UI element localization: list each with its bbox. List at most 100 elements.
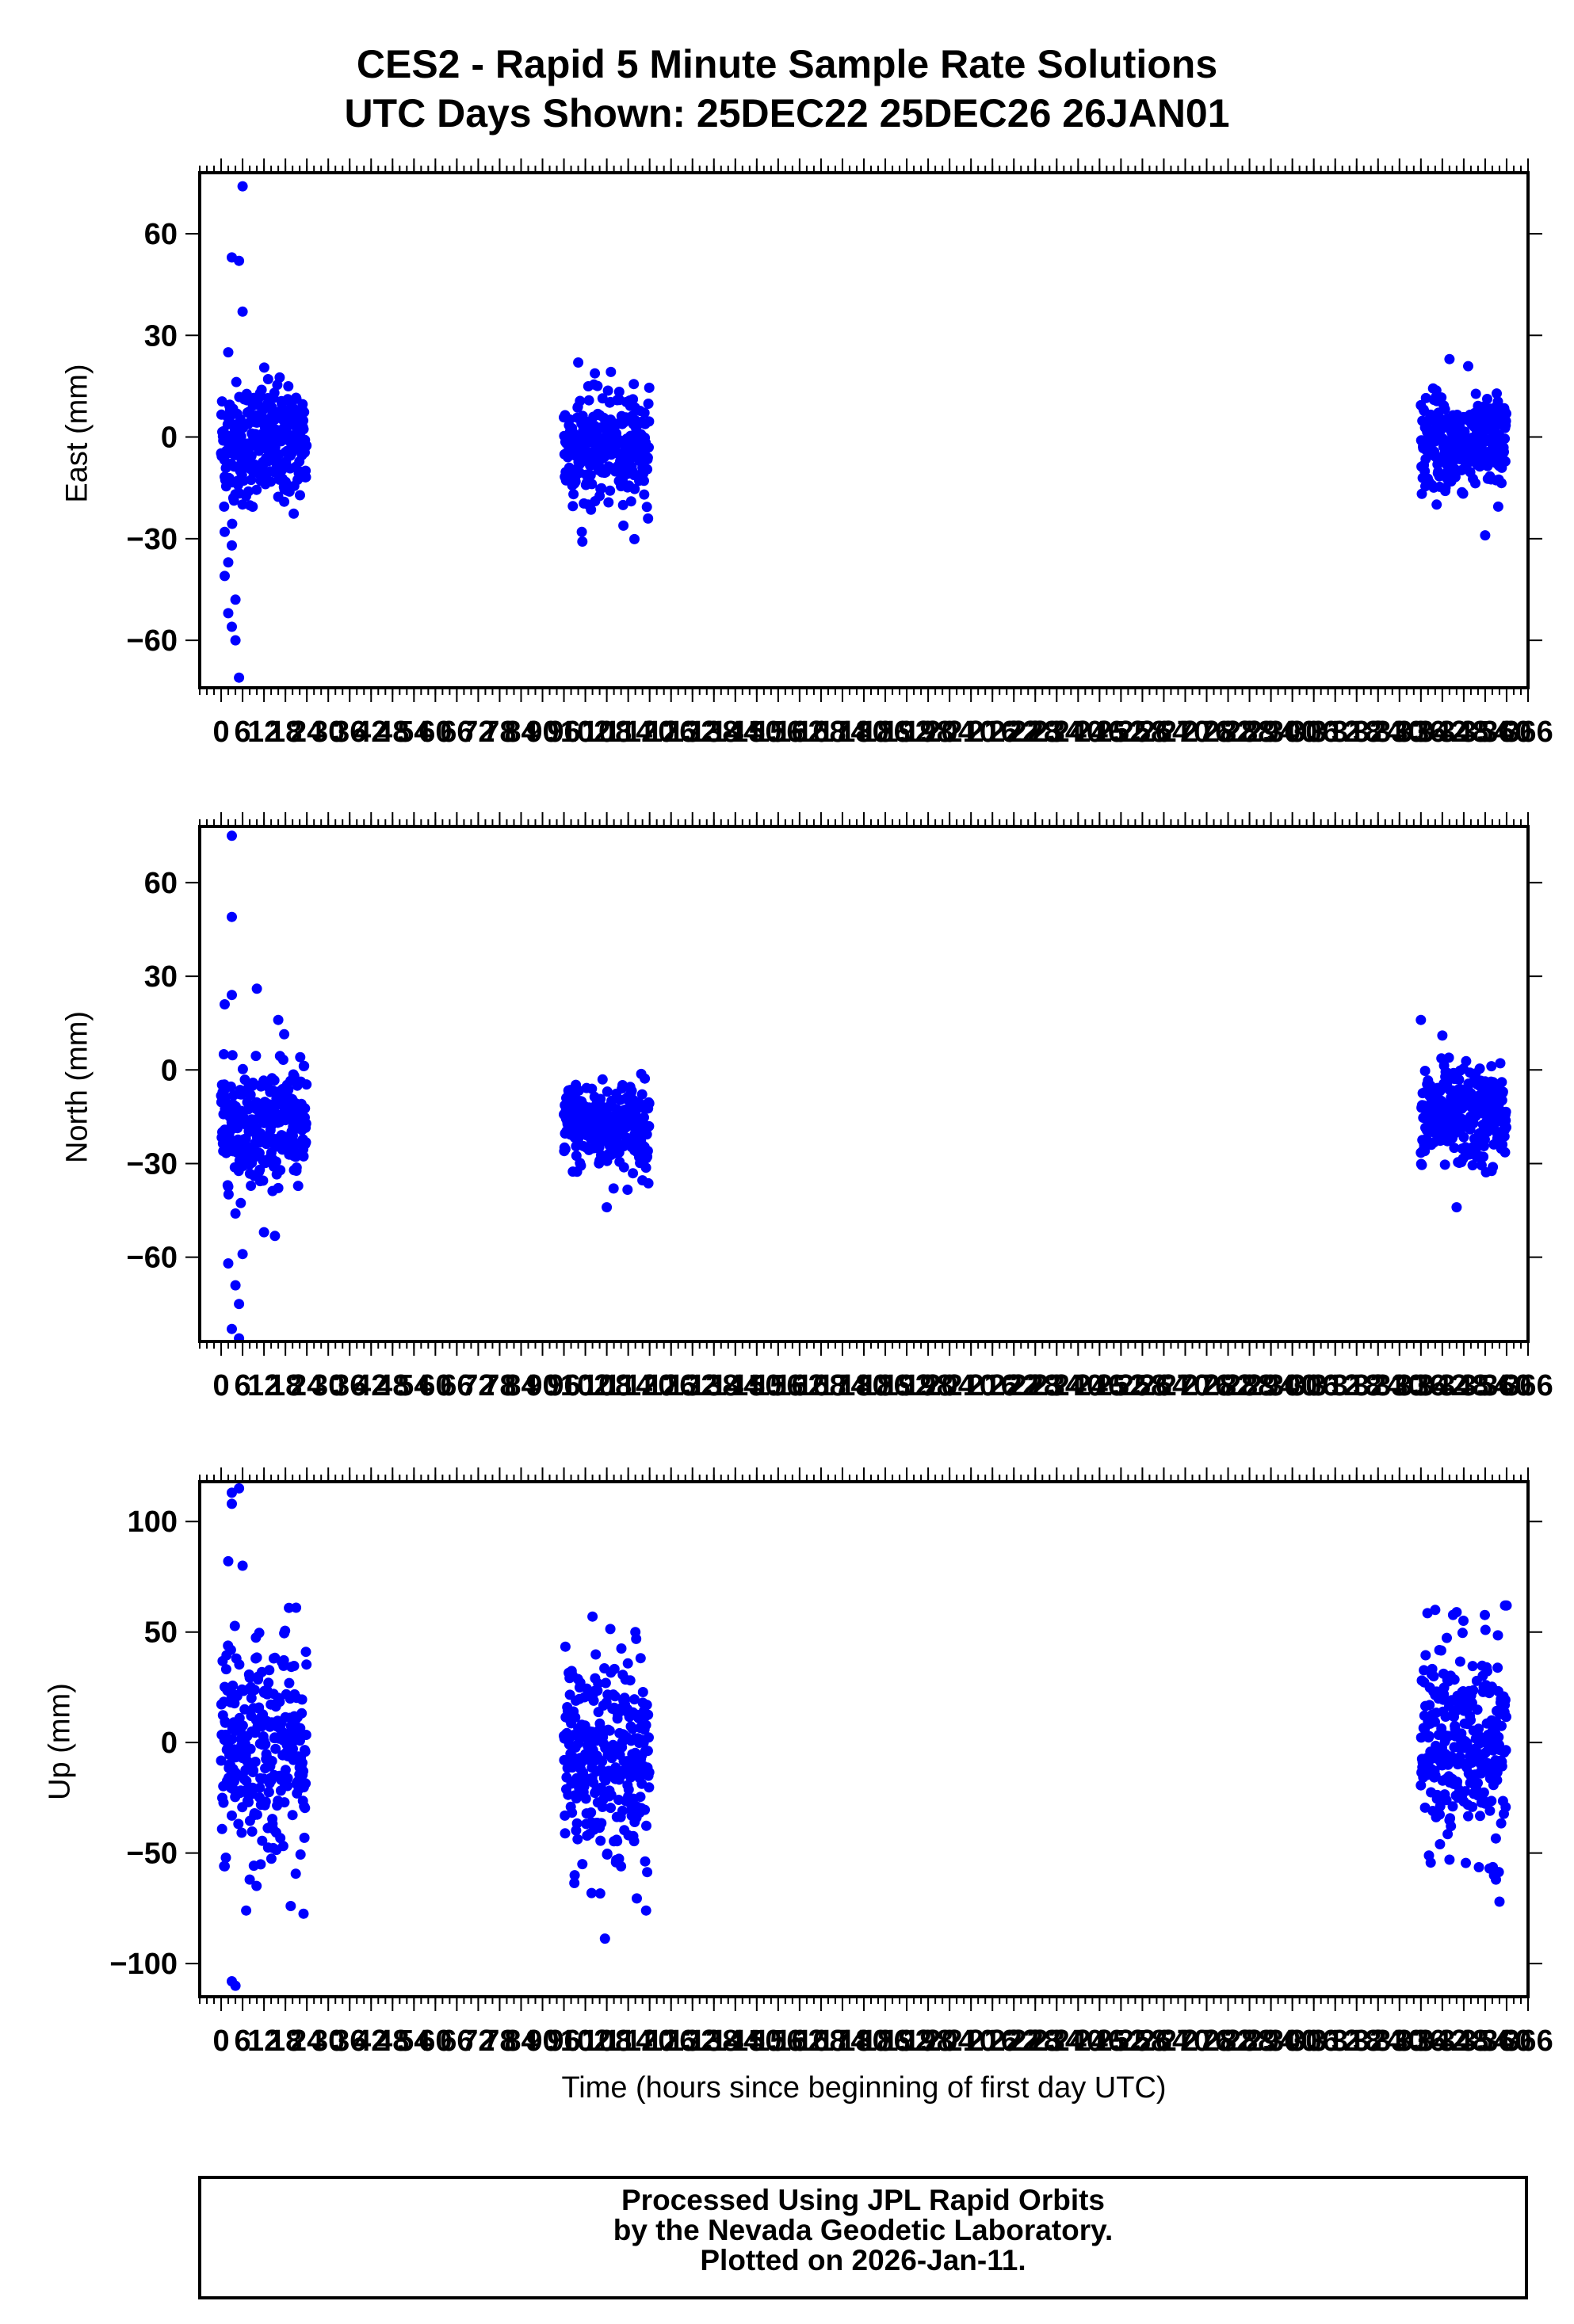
x-tick-label: 36 xyxy=(333,1369,366,1402)
y-tick-label: 100 xyxy=(128,1505,178,1539)
data-point xyxy=(644,1732,654,1743)
data-point xyxy=(616,1765,627,1776)
x-tick-label: 138 xyxy=(689,1369,739,1402)
y-tick-label: −30 xyxy=(127,1147,178,1181)
outlier-point xyxy=(576,526,587,537)
data-point xyxy=(246,1692,257,1704)
data-point xyxy=(244,1672,255,1683)
data-point xyxy=(1478,1787,1489,1798)
data-point xyxy=(279,1028,290,1040)
outlier-point xyxy=(1494,1896,1505,1907)
x-tick-label: 72 xyxy=(461,716,495,749)
data-point xyxy=(300,1803,311,1814)
data-point xyxy=(1496,1818,1507,1829)
x-tick-label: 318 xyxy=(1331,1369,1381,1402)
x-tick-label: 168 xyxy=(796,716,846,749)
x-tick-label: 150 xyxy=(732,1369,781,1402)
data-point xyxy=(572,1834,583,1845)
data-point xyxy=(284,1677,295,1689)
data-point xyxy=(622,1185,633,1195)
data-point xyxy=(243,486,254,497)
outlier-point xyxy=(244,1874,255,1885)
x-tick-label: 204 xyxy=(924,2024,974,2058)
outlier-point xyxy=(227,1498,237,1509)
data-point xyxy=(300,1730,311,1740)
data-point xyxy=(1478,1151,1489,1162)
data-point xyxy=(586,1807,597,1818)
x-tick-label: 210 xyxy=(946,2024,995,2058)
data-point xyxy=(618,1162,629,1173)
data-point xyxy=(643,513,654,524)
x-tick-label: 324 xyxy=(1353,2024,1403,2058)
x-tick-label: 210 xyxy=(946,1369,995,1402)
data-point xyxy=(225,1081,236,1092)
data-point xyxy=(1486,1061,1497,1072)
data-point xyxy=(616,1643,627,1654)
x-tick-label: 48 xyxy=(376,1369,409,1402)
x-tick-label: 66 xyxy=(440,1369,473,1402)
outlier-point xyxy=(227,540,237,551)
data-point xyxy=(266,476,277,487)
data-point xyxy=(220,1092,231,1103)
data-point xyxy=(1442,1829,1454,1840)
data-point xyxy=(292,1181,304,1192)
x-tick-label: 210 xyxy=(946,716,995,749)
outlier-point xyxy=(1444,1854,1455,1865)
data-point xyxy=(273,1182,284,1193)
data-point xyxy=(639,1112,649,1123)
outlier-point xyxy=(230,1280,241,1291)
x-tick-label: 156 xyxy=(753,716,803,749)
x-tick-label: 222 xyxy=(989,1369,1039,1402)
data-point xyxy=(1492,1775,1503,1786)
x-tick-label: 168 xyxy=(796,2024,846,2058)
data-point xyxy=(1432,1789,1442,1800)
data-point xyxy=(642,452,653,464)
x-tick-label: 108 xyxy=(582,716,632,749)
data-point xyxy=(249,1685,260,1696)
outlier-point xyxy=(220,999,230,1009)
y-tick-label: 0 xyxy=(161,1727,178,1760)
data-point xyxy=(251,1097,262,1108)
data-point xyxy=(1416,488,1427,499)
x-tick-label: 282 xyxy=(1203,716,1253,749)
data-point xyxy=(639,407,650,418)
data-point xyxy=(594,1718,606,1729)
data-point xyxy=(301,1079,312,1090)
data-point xyxy=(1496,1077,1507,1088)
data-point xyxy=(1474,1063,1485,1074)
x-tick-label: 78 xyxy=(483,2024,516,2058)
data-point xyxy=(300,1137,311,1148)
data-point xyxy=(641,1129,652,1140)
x-tick-label: 192 xyxy=(881,2024,931,2058)
y-tick-label: 30 xyxy=(144,960,178,994)
x-tick-label: 306 xyxy=(1289,1369,1339,1402)
data-point xyxy=(1470,478,1480,489)
x-tick-label: 288 xyxy=(1224,2024,1274,2058)
data-point xyxy=(585,470,596,481)
x-tick-label: 270 xyxy=(1160,2024,1210,2058)
data-point xyxy=(1430,1770,1441,1781)
x-tick-label: 246 xyxy=(1075,716,1125,749)
data-point xyxy=(239,475,249,486)
data-point xyxy=(628,1168,639,1179)
x-tick-label: 222 xyxy=(989,716,1039,749)
data-point xyxy=(590,368,601,379)
data-point xyxy=(635,1653,646,1664)
data-point xyxy=(279,496,290,507)
data-point xyxy=(1492,388,1502,399)
data-point xyxy=(1480,1624,1491,1635)
data-point xyxy=(245,1743,256,1754)
data-point xyxy=(1454,1656,1465,1667)
data-point xyxy=(608,1183,619,1194)
data-point xyxy=(605,1624,616,1635)
data-point xyxy=(250,1051,262,1062)
data-point xyxy=(229,1620,240,1631)
outlier-point xyxy=(1437,1030,1448,1041)
x-tick-label: 186 xyxy=(860,716,910,749)
data-point xyxy=(300,1746,311,1757)
data-point xyxy=(216,396,227,407)
x-tick-label: 108 xyxy=(582,2024,632,2058)
x-tick-label: 336 xyxy=(1396,2024,1446,2058)
data-point xyxy=(1415,1780,1427,1791)
